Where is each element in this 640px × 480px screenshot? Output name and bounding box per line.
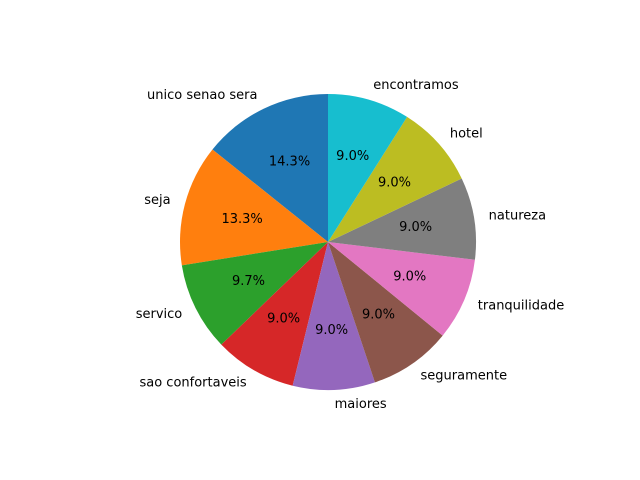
slice-label-natureza: natureza bbox=[489, 208, 546, 223]
percent-label-unico-senao-sera: 14.3% bbox=[269, 154, 310, 169]
slice-label-sao-confortaveis: sao confortaveis bbox=[139, 376, 246, 391]
slice-labels: unico senao sera seja servico sao confortav… bbox=[136, 78, 565, 412]
pie-slice-seguramente bbox=[328, 242, 443, 383]
pie-slice-servico bbox=[181, 242, 328, 345]
percent-label-encontramos: 9.0% bbox=[336, 149, 369, 164]
percent-label-servico: 9.7% bbox=[232, 274, 265, 289]
slice-label-tranquilidade: tranquilidade bbox=[478, 298, 564, 313]
slice-label-hotel: hotel bbox=[450, 127, 483, 142]
slice-label-unico-senao-sera: unico senao sera bbox=[147, 88, 257, 103]
slice-label-servico: servico bbox=[136, 307, 183, 322]
pie-slice-natureza bbox=[328, 178, 476, 260]
pie-slice-encontramos bbox=[328, 94, 408, 242]
percent-label-maiores: 9.0% bbox=[315, 323, 348, 338]
slice-label-maiores: maiores bbox=[335, 397, 387, 412]
pie-slice-seja bbox=[180, 149, 328, 266]
percent-label-sao-confortaveis: 9.0% bbox=[267, 311, 300, 326]
percent-label-hotel: 9.0% bbox=[378, 176, 411, 191]
percent-label-seguramente: 9.0% bbox=[362, 308, 395, 323]
slice-label-seja: seja bbox=[144, 193, 170, 208]
percent-label-seja: 13.3% bbox=[221, 212, 262, 227]
pie-slice-unico-senao-sera bbox=[212, 94, 328, 242]
percent-labels: 14.3% 13.3% 9.7% 9.0% 9.0% 9.0% 9.0% 9.0% 9.0% 9.… bbox=[221, 149, 432, 338]
slice-label-seguramente: seguramente bbox=[421, 368, 508, 383]
pie-slice-tranquilidade bbox=[328, 242, 475, 336]
percent-label-natureza: 9.0% bbox=[399, 220, 432, 235]
pie-slice-hotel bbox=[328, 116, 462, 242]
slice-label-encontramos: encontramos bbox=[373, 78, 459, 93]
pie-slice-maiores bbox=[292, 242, 375, 390]
pie-slices bbox=[180, 94, 476, 390]
percent-label-tranquilidade: 9.0% bbox=[393, 269, 426, 284]
pie-slice-sao-confortaveis bbox=[221, 242, 328, 386]
